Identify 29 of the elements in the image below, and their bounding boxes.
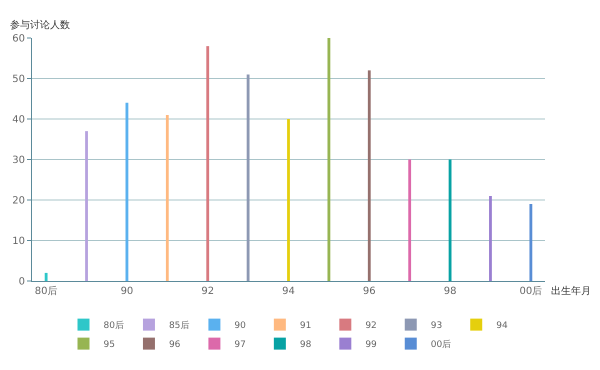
x-tick-label: 00后: [519, 285, 542, 297]
legend-label: 97: [234, 340, 246, 350]
legend-label: 00后: [430, 339, 452, 350]
legend-label: 95: [104, 340, 115, 350]
legend-label: 99: [365, 340, 378, 350]
x-tick-label: 98: [444, 286, 456, 297]
legend-label: 90: [234, 321, 246, 332]
y-axis-title: 参与讨论人数: [10, 19, 70, 31]
y-tick-label: 50: [12, 74, 25, 85]
x-tick-label: 80后: [34, 285, 58, 297]
legend-label: 85后: [168, 320, 190, 332]
legend-label: 98: [300, 340, 312, 350]
y-tick-label: 20: [12, 196, 25, 206]
x-tick-label: 94: [282, 286, 295, 297]
legend-label: 96: [168, 340, 181, 350]
legend-label: 93: [430, 321, 442, 332]
x-tick-label: 90: [120, 286, 134, 297]
y-tick-label: 10: [12, 236, 25, 247]
x-axis-title: 出生年月: [551, 285, 591, 297]
legend-label: 92: [365, 321, 377, 332]
x-tick-label: 96: [362, 286, 376, 297]
y-tick-label: 0: [18, 276, 25, 288]
legend-label: 94: [496, 321, 508, 332]
y-tick-label: 40: [12, 114, 25, 126]
legend-label: 91: [300, 321, 312, 332]
y-tick-label: 30: [12, 155, 25, 166]
legend-label: 80后: [104, 320, 124, 332]
x-tick-label: 92: [201, 286, 214, 297]
y-tick-label: 60: [12, 34, 25, 44]
